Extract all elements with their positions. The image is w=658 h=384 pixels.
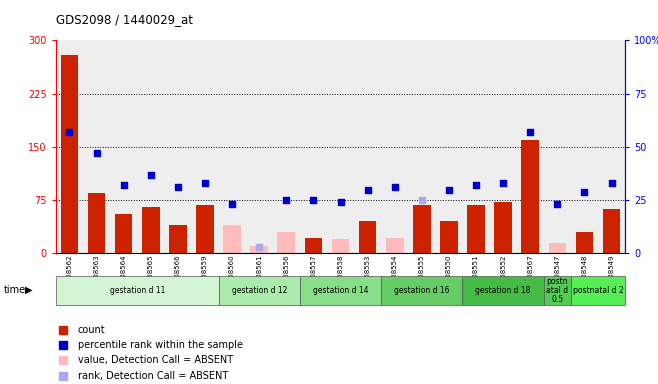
Bar — [278, 232, 295, 253]
Bar — [223, 225, 241, 253]
Bar — [576, 232, 594, 253]
Text: postnatal d 2: postnatal d 2 — [572, 286, 623, 295]
Point — [606, 180, 617, 186]
Point — [308, 197, 318, 203]
Text: percentile rank within the sample: percentile rank within the sample — [78, 340, 243, 350]
Text: gestation d 11: gestation d 11 — [109, 286, 165, 295]
Point — [64, 129, 75, 135]
Point — [443, 187, 454, 193]
Bar — [196, 205, 214, 253]
Bar — [413, 205, 430, 253]
Point — [397, 28, 408, 34]
Bar — [115, 214, 132, 253]
Point — [281, 197, 291, 203]
Bar — [142, 207, 160, 253]
Bar — [251, 247, 268, 253]
Point — [336, 199, 346, 205]
Point — [200, 180, 211, 186]
Point — [498, 180, 509, 186]
Bar — [571, 276, 625, 305]
Text: ▶: ▶ — [25, 285, 32, 295]
Point — [552, 201, 563, 207]
Point — [145, 172, 156, 178]
Point — [417, 197, 427, 203]
Bar — [381, 276, 463, 305]
Bar — [467, 205, 485, 253]
Point — [118, 182, 129, 188]
Text: gestation d 12: gestation d 12 — [232, 286, 287, 295]
Text: rank, Detection Call = ABSENT: rank, Detection Call = ABSENT — [78, 371, 228, 381]
Point — [525, 129, 536, 135]
Bar — [603, 209, 620, 253]
Text: gestation d 14: gestation d 14 — [313, 286, 368, 295]
Point — [397, 307, 408, 313]
Bar — [305, 238, 322, 253]
Bar — [300, 276, 381, 305]
Bar — [521, 140, 539, 253]
Bar — [88, 193, 105, 253]
Text: time: time — [3, 285, 26, 295]
Point — [397, 168, 408, 174]
Bar — [359, 222, 376, 253]
Text: GDS2098 / 1440029_at: GDS2098 / 1440029_at — [56, 13, 193, 26]
Point — [254, 244, 265, 250]
Bar — [332, 239, 349, 253]
Point — [227, 201, 238, 207]
Text: value, Detection Call = ABSENT: value, Detection Call = ABSENT — [78, 356, 233, 366]
Bar — [440, 222, 458, 253]
Bar — [218, 276, 300, 305]
Point — [172, 184, 183, 190]
Point — [470, 182, 481, 188]
Bar — [386, 238, 403, 253]
Bar — [494, 202, 512, 253]
Bar — [544, 276, 571, 305]
Bar — [61, 55, 78, 253]
Point — [91, 150, 102, 156]
Text: gestation d 18: gestation d 18 — [476, 286, 531, 295]
Point — [390, 184, 400, 190]
Text: postn
atal d
0.5: postn atal d 0.5 — [546, 277, 569, 305]
Point — [579, 189, 590, 195]
Bar — [549, 243, 566, 253]
Bar — [56, 276, 218, 305]
Text: count: count — [78, 325, 105, 335]
Text: gestation d 16: gestation d 16 — [394, 286, 449, 295]
Bar — [463, 276, 544, 305]
Point — [363, 187, 373, 193]
Bar — [169, 225, 187, 253]
